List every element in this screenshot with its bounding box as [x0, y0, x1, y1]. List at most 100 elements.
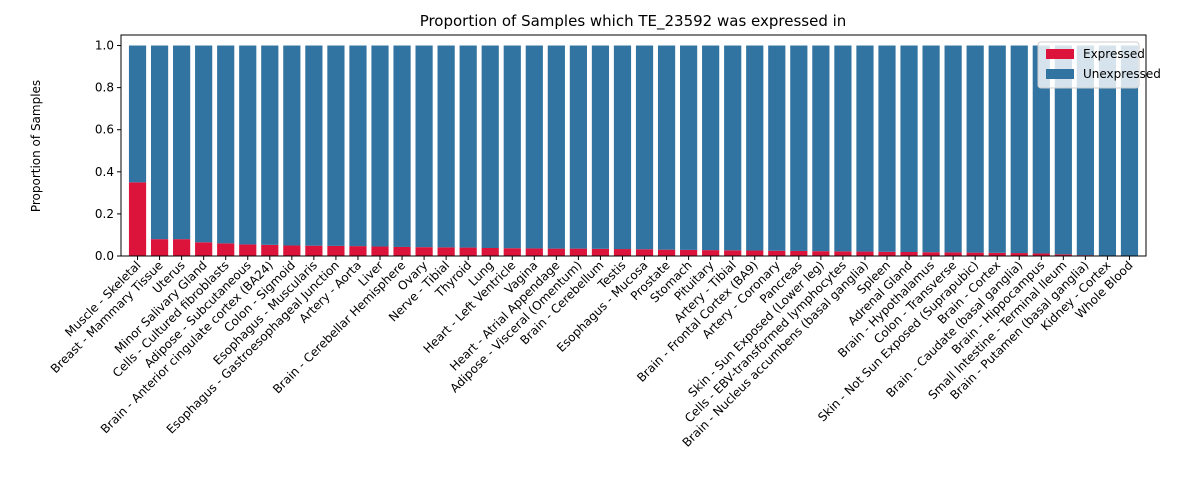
bar-expressed-brain-cortex [988, 252, 1006, 256]
bar-unexpressed-brain-cerebellar-hemisphere [393, 45, 411, 247]
y-tick-label: 0.0 [95, 249, 114, 263]
legend: Expressed Unexpressed [1037, 41, 1161, 89]
bar-expressed-stomach [680, 249, 698, 256]
bar-expressed-brain-cerebellum [591, 248, 610, 256]
bar-expressed-brain-nucleus-accumbens-basal-ganglia [856, 251, 874, 256]
bar-expressed-colon-sigmoid [283, 245, 301, 256]
bar-unexpressed-brain-anterior-cingulate-cortex-ba24 [261, 45, 279, 245]
bar-unexpressed-artery-aorta [349, 45, 367, 247]
bar-expressed-lung [481, 248, 499, 256]
bar-unexpressed-artery-coronary [768, 45, 786, 251]
bar-expressed-esophagus-gastroesophageal-junction [327, 245, 345, 256]
y-ticks-group: 0.0 0.2 0.4 0.6 0.8 1.0 [95, 39, 121, 263]
bar-expressed-spleen [878, 251, 896, 256]
bar-expressed-brain-frontal-cortex-ba9 [746, 250, 764, 256]
bar-expressed-pituitary [702, 250, 720, 256]
bar-unexpressed-skin-not-sun-exposed-suprapubic [966, 45, 984, 253]
bar-unexpressed-adipose-visceral-omentum [569, 45, 587, 249]
bar-unexpressed-colon-sigmoid [283, 45, 301, 246]
bar-unexpressed-pituitary [702, 45, 720, 251]
bar-expressed-ovary [415, 247, 433, 256]
bar-expressed-adipose-subcutaneous [239, 244, 257, 256]
bar-unexpressed-adrenal-gland [900, 45, 918, 253]
bar-expressed-cells-cultured-fibroblasts [217, 243, 235, 256]
bar-expressed-breast-mammary-tissue [150, 239, 169, 256]
bar-expressed-artery-tibial [724, 250, 742, 256]
bar-expressed-muscle-skeletal [128, 182, 147, 256]
legend-swatch-unexpressed [1046, 69, 1074, 79]
bar-unexpressed-adipose-subcutaneous [239, 45, 257, 245]
bar-expressed-esophagus-mucosa [635, 249, 654, 256]
bar-expressed-cells-ebv-transformed-lymphocytes [834, 251, 852, 256]
bar-unexpressed-brain-cerebellum [591, 45, 610, 249]
bar-unexpressed-uterus [173, 45, 191, 240]
y-tick-label: 1.0 [95, 39, 114, 53]
bar-unexpressed-small-intestine-terminal-ileum [1054, 45, 1072, 255]
legend-swatch-expressed [1046, 49, 1074, 59]
bar-unexpressed-breast-mammary-tissue [150, 45, 169, 240]
bar-expressed-heart-left-ventricle [503, 248, 521, 256]
bars-group [128, 45, 1139, 257]
bar-unexpressed-brain-nucleus-accumbens-basal-ganglia [856, 45, 874, 252]
plot-frame [120, 34, 1147, 257]
bar-expressed-heart-atrial-appendage [547, 248, 565, 256]
bar-unexpressed-brain-cortex [988, 45, 1006, 253]
bar-unexpressed-skin-sun-exposed-lower-leg [812, 45, 830, 252]
bar-expressed-brain-hypothalamus [922, 252, 940, 256]
bar-unexpressed-thyroid [459, 45, 477, 248]
bar-expressed-artery-coronary [768, 250, 786, 256]
bar-unexpressed-liver [371, 45, 389, 247]
bar-expressed-minor-salivary-gland [195, 242, 213, 256]
bar-unexpressed-minor-salivary-gland [195, 45, 213, 243]
legend-label-unexpressed: Unexpressed [1083, 67, 1161, 81]
y-tick-label: 0.8 [95, 81, 114, 95]
bar-unexpressed-artery-tibial [724, 45, 742, 251]
y-axis-label: Proportion of Samples [29, 80, 43, 212]
bar-unexpressed-spleen [878, 45, 896, 252]
bar-unexpressed-kidney-cortex [1098, 45, 1117, 257]
bar-expressed-adrenal-gland [900, 252, 918, 256]
bar-unexpressed-brain-putamen-basal-ganglia [1076, 45, 1094, 256]
bar-unexpressed-pancreas [790, 45, 808, 251]
bar-unexpressed-heart-left-ventricle [503, 45, 521, 249]
bar-expressed-skin-sun-exposed-lower-leg [812, 251, 830, 256]
bar-expressed-thyroid [459, 247, 477, 256]
bar-expressed-nerve-tibial [437, 247, 455, 256]
bar-expressed-vagina [525, 248, 543, 256]
bar-unexpressed-stomach [680, 45, 698, 250]
bar-unexpressed-cells-ebv-transformed-lymphocytes [834, 45, 852, 252]
bar-expressed-testis [613, 249, 632, 256]
bar-unexpressed-brain-hippocampus [1032, 45, 1050, 254]
bar-expressed-prostate [657, 249, 676, 256]
bar-unexpressed-whole-blood [1120, 45, 1139, 257]
bar-expressed-brain-hippocampus [1032, 253, 1050, 256]
bar-unexpressed-lung [481, 45, 499, 249]
legend-label-expressed: Expressed [1083, 47, 1145, 61]
bar-unexpressed-esophagus-mucosa [635, 45, 654, 250]
bar-expressed-small-intestine-terminal-ileum [1054, 254, 1072, 256]
bar-unexpressed-esophagus-gastroesophageal-junction [327, 45, 345, 246]
bar-unexpressed-prostate [657, 45, 676, 250]
bar-unexpressed-heart-atrial-appendage [547, 45, 565, 249]
bar-expressed-colon-transverse [944, 252, 962, 256]
bar-unexpressed-vagina [525, 45, 543, 249]
bar-unexpressed-ovary [415, 45, 433, 248]
bar-expressed-adipose-visceral-omentum [569, 248, 587, 256]
bar-expressed-brain-caudate-basal-ganglia [1010, 253, 1028, 256]
bar-expressed-brain-cerebellar-hemisphere [393, 246, 411, 256]
y-tick-label: 0.4 [95, 165, 114, 179]
y-tick-label: 0.6 [95, 123, 114, 137]
bar-expressed-artery-aorta [349, 246, 367, 256]
bar-unexpressed-brain-frontal-cortex-ba9 [746, 45, 764, 251]
bar-expressed-pancreas [790, 250, 808, 256]
bar-unexpressed-nerve-tibial [437, 45, 455, 248]
bar-unexpressed-brain-hypothalamus [922, 45, 940, 253]
bar-expressed-brain-anterior-cingulate-cortex-ba24 [261, 244, 279, 256]
bar-unexpressed-brain-caudate-basal-ganglia [1010, 45, 1028, 254]
bar-expressed-uterus [173, 239, 191, 256]
bar-unexpressed-esophagus-muscularis [305, 45, 323, 246]
bar-expressed-skin-not-sun-exposed-suprapubic [966, 252, 984, 256]
bar-unexpressed-colon-transverse [944, 45, 962, 253]
